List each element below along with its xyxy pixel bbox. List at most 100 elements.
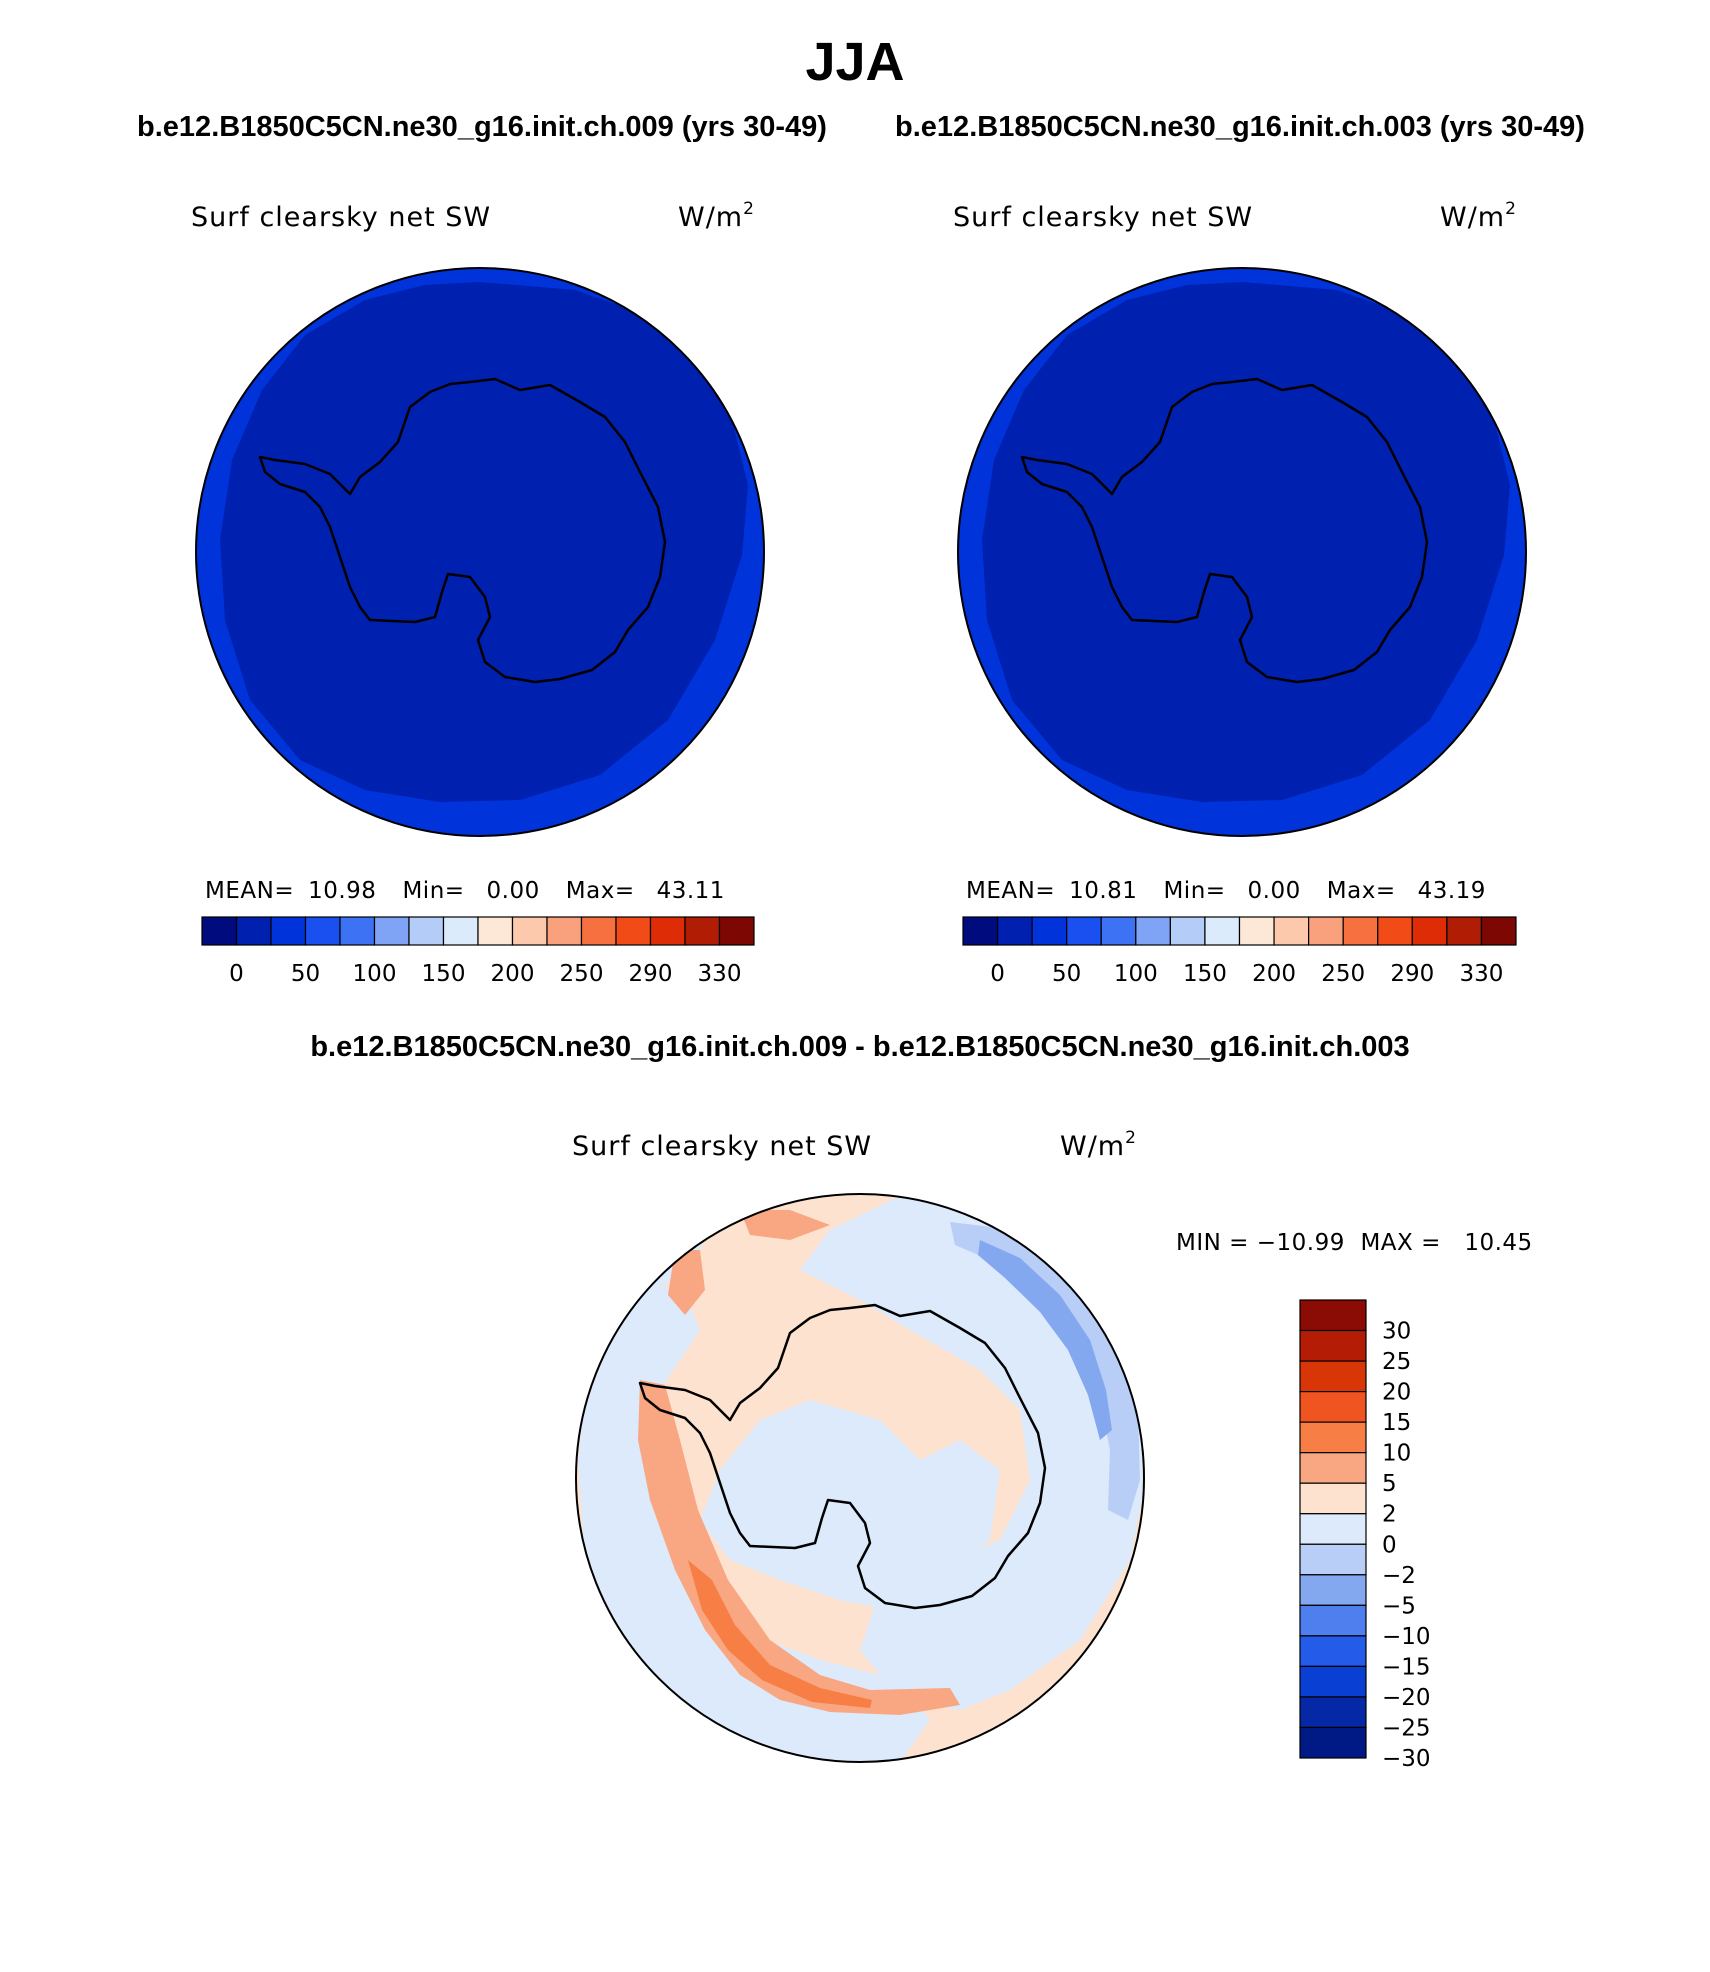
diff-colorbar-tick-label: 30 xyxy=(1382,1319,1411,1345)
diff-negative-zone-southwest xyxy=(578,1280,930,1762)
panel-a-colorbar-swatch xyxy=(442,916,479,946)
panel-a-colorbar-swatch xyxy=(649,916,686,946)
panel-a-colorbar-swatch xyxy=(304,916,341,946)
diff-positive-patch-northwest xyxy=(668,1250,705,1315)
panel-b-colorbar-tick-label: 200 xyxy=(1252,961,1296,987)
panel-a-map-border xyxy=(195,267,765,837)
diff-map-border xyxy=(575,1193,1145,1763)
panel-b-units-label: W/m2 xyxy=(1440,199,1517,233)
panel-b-colorbar-swatch xyxy=(1031,916,1068,946)
panel-b-colorbar-tick-label: 50 xyxy=(1052,961,1081,987)
panel-b-colorbar-swatch xyxy=(1204,916,1241,946)
panel-b-colorbar-swatch xyxy=(1135,916,1171,946)
panel-a-colorbar-tick-label: 290 xyxy=(629,961,673,987)
panel-a-colorbar-swatch xyxy=(201,916,238,946)
diff-colorbar-tick-label: −30 xyxy=(1382,1746,1431,1772)
diff-colorbar-swatch xyxy=(1299,1299,1367,1332)
panel-difference: Surf clearsky net SW W/m2 MIN = −10.99 M… xyxy=(572,1128,1533,1772)
panel-b-colorbar-swatch xyxy=(1169,916,1206,946)
panel-b-stats: MEAN= 10.81 Min= 0.00 Max= 43.19 xyxy=(966,878,1486,904)
case-b-title: b.e12.B1850C5CN.ne30_g16.init.ch.003 (yr… xyxy=(895,111,1585,143)
panel-a-stats: MEAN= 10.98 Min= 0.00 Max= 43.11 xyxy=(205,878,725,904)
panel-b-colorbar-swatch xyxy=(962,916,999,946)
panel-b-colorbar-swatch xyxy=(1446,916,1483,946)
panel-a-colorbar-swatch xyxy=(339,916,376,946)
panel-a-colorbar-swatch xyxy=(580,916,617,946)
diff-colorbar-tick-label: −15 xyxy=(1382,1654,1431,1680)
diff-colorbar-tick-label: 20 xyxy=(1382,1380,1411,1406)
diff-colorbar-swatch xyxy=(1299,1635,1367,1668)
diff-colorbar-swatch xyxy=(1299,1696,1367,1729)
diff-colorbar-swatch xyxy=(1299,1390,1367,1423)
diff-colorbar-tick-label: 15 xyxy=(1382,1410,1411,1436)
panel-a-colorbar-tick-label: 150 xyxy=(422,961,466,987)
diff-colorbar-swatch xyxy=(1299,1574,1367,1606)
diff-colorbar-swatch xyxy=(1299,1360,1367,1393)
panel-a-units-label: W/m2 xyxy=(678,199,755,233)
panel-b-colorbar-swatch xyxy=(1238,916,1275,946)
panel-b-colorbar-tick-label: 290 xyxy=(1390,961,1434,987)
figure-title: JJA xyxy=(805,32,904,92)
diff-colorbar-swatch xyxy=(1299,1726,1367,1759)
panel-b-colorbar-swatch xyxy=(1308,916,1344,946)
panel-b-interior-field xyxy=(982,282,1510,802)
panel-a-colorbar-tick-label: 250 xyxy=(560,961,604,987)
difference-title: b.e12.B1850C5CN.ne30_g16.init.ch.009 - b… xyxy=(310,1031,1409,1063)
diff-positive-patch-north xyxy=(740,1210,830,1240)
panel-a-colorbar-swatch xyxy=(373,916,410,946)
panel-b-colorbar-tick-label: 0 xyxy=(990,961,1005,987)
panel-b-colorbar-swatch xyxy=(1066,916,1102,946)
diff-colorbar-tick-label: −20 xyxy=(1382,1685,1431,1711)
panel-b-colorbar-swatch xyxy=(1377,916,1413,946)
panel-a-colorbar-swatch xyxy=(477,916,514,946)
diff-colorbar-tick-label: −2 xyxy=(1382,1563,1416,1589)
panel-a-colorbar-tick-label: 200 xyxy=(491,961,535,987)
panel-b-map xyxy=(958,268,1526,836)
diff-colorbar-swatch xyxy=(1299,1452,1367,1484)
panel-b-colorbar-swatch xyxy=(1480,916,1517,946)
panel-b-variable-label: Surf clearsky net SW xyxy=(953,202,1253,233)
diff-units-label: W/m2 xyxy=(1060,1128,1137,1162)
diff-colorbar-tick-label: 5 xyxy=(1382,1471,1397,1497)
panel-a-colorbar-swatch xyxy=(511,916,548,946)
diff-variable-label: Surf clearsky net SW xyxy=(572,1131,872,1162)
diff-colorbar-swatch xyxy=(1299,1604,1367,1637)
panel-a-colorbar-tick-label: 100 xyxy=(353,961,397,987)
diff-colorbar-tick-label: 10 xyxy=(1382,1441,1411,1467)
panel-b-colorbar-tick-label: 150 xyxy=(1183,961,1227,987)
diff-colorbar-tick-label: −25 xyxy=(1382,1715,1431,1741)
diff-colorbar-swatch xyxy=(1299,1329,1367,1362)
diff-colorbar-swatch xyxy=(1299,1513,1367,1545)
panel-a-colorbar-swatch xyxy=(615,916,652,946)
panel-a-interior-field xyxy=(220,282,748,802)
diff-colorbar-tick-label: 0 xyxy=(1382,1532,1397,1558)
panel-a-map xyxy=(196,268,764,836)
panel-case-a: Surf clearsky net SW W/m2 MEAN= 10.98 Min=… xyxy=(191,199,765,987)
panel-b-colorbar-swatch xyxy=(1273,916,1310,946)
diff-colorbar-tick-label: −5 xyxy=(1382,1593,1416,1619)
diff-negative-arc-core xyxy=(978,1240,1112,1440)
panel-a-colorbar-swatch xyxy=(684,916,721,946)
panel-b-colorbar-tick-label: 250 xyxy=(1321,961,1365,987)
panel-a-colorbar-swatch xyxy=(718,916,755,946)
panel-case-b: Surf clearsky net SW W/m2 MEAN= 10.81 Min=… xyxy=(953,199,1527,987)
panel-a-colorbar-tick-label: 330 xyxy=(698,961,742,987)
panel-b-map-border xyxy=(957,267,1527,837)
diff-colorbar-swatch xyxy=(1299,1421,1367,1454)
panel-a-colorbar-tick-label: 50 xyxy=(291,961,320,987)
panel-b-colorbar-tick-label: 330 xyxy=(1459,961,1503,987)
panel-b-colorbar-swatch xyxy=(1100,916,1137,946)
diff-colorbar-swatch xyxy=(1299,1665,1367,1698)
panel-b-colorbar: 0 50 100 150 200 250 290 330 xyxy=(962,916,1517,987)
diff-colorbar-tick-label: −10 xyxy=(1382,1624,1431,1650)
panel-a-colorbar-tick-label: 0 xyxy=(229,961,244,987)
panel-a-colorbar: 0 50 100 150 200 250 290 330 xyxy=(201,916,755,987)
panel-a-colorbar-swatch xyxy=(408,916,445,946)
panel-b-colorbar-tick-label: 100 xyxy=(1114,961,1158,987)
panel-b-colorbar-swatch xyxy=(996,916,1033,946)
panel-a-variable-label: Surf clearsky net SW xyxy=(191,202,491,233)
diff-min-max: MIN = −10.99 MAX = 10.45 xyxy=(1176,1230,1533,1256)
diff-colorbar-tick-label: 25 xyxy=(1382,1349,1411,1375)
